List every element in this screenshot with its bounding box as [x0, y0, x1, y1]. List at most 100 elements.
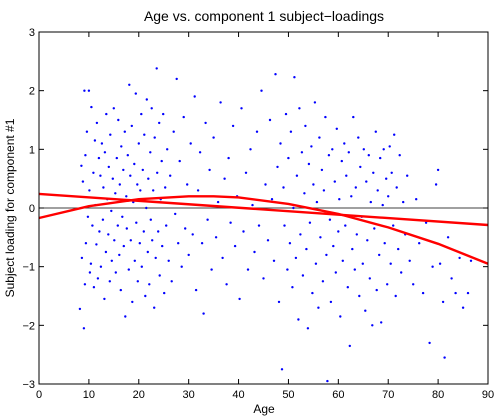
- data-point: [101, 218, 105, 221]
- data-point: [143, 133, 146, 136]
- data-point: [337, 230, 340, 233]
- data-point: [266, 239, 270, 242]
- data-point: [90, 105, 93, 109]
- y-tick-label: −3: [22, 379, 35, 391]
- data-point: [124, 315, 127, 318]
- data-point: [86, 215, 90, 218]
- data-point: [87, 89, 91, 92]
- data-point: [146, 250, 149, 254]
- data-point: [144, 294, 147, 298]
- data-point: [80, 256, 84, 260]
- x-tick-label: 50: [282, 389, 294, 401]
- data-point: [80, 164, 83, 167]
- data-point: [332, 244, 335, 248]
- data-point: [348, 344, 351, 348]
- data-point: [299, 233, 302, 236]
- data-point: [91, 224, 94, 227]
- data-point: [386, 283, 389, 286]
- y-tick-label: 3: [29, 27, 35, 39]
- data-point: [102, 186, 105, 189]
- data-point: [127, 268, 130, 271]
- data-point: [282, 186, 285, 189]
- data-point: [198, 151, 202, 154]
- data-point: [402, 200, 405, 204]
- data-point: [81, 180, 85, 183]
- data-point: [169, 174, 172, 177]
- data-point: [180, 265, 183, 268]
- data-point: [461, 306, 465, 309]
- data-point: [424, 221, 428, 224]
- data-point: [397, 247, 400, 251]
- data-point: [212, 136, 215, 139]
- data-point: [110, 259, 114, 262]
- data-point: [158, 121, 161, 125]
- data-point: [110, 209, 113, 213]
- data-point: [438, 262, 442, 265]
- data-point: [355, 233, 358, 236]
- data-point: [109, 133, 112, 136]
- data-point: [135, 221, 138, 224]
- data-point: [82, 327, 86, 330]
- data-point: [107, 233, 110, 236]
- data-point: [431, 265, 434, 268]
- data-point: [305, 247, 308, 251]
- data-point: [107, 165, 111, 169]
- data-point: [335, 127, 338, 130]
- data-point: [284, 112, 288, 116]
- data-point: [325, 253, 328, 257]
- y-tick-label: 0: [29, 203, 35, 215]
- data-point: [308, 221, 312, 224]
- data-point: [446, 236, 450, 239]
- data-point: [371, 324, 374, 327]
- data-point: [84, 242, 88, 245]
- data-point: [283, 224, 286, 227]
- data-point: [225, 283, 228, 286]
- data-point: [307, 162, 311, 166]
- data-point: [115, 156, 119, 160]
- data-point: [303, 192, 306, 195]
- data-point: [324, 115, 327, 119]
- x-tick-label: 70: [382, 389, 394, 401]
- data-point: [157, 230, 160, 233]
- data-point: [255, 130, 259, 133]
- data-point: [393, 133, 396, 136]
- data-point: [170, 280, 173, 283]
- data-point: [125, 227, 128, 230]
- data-point: [383, 242, 386, 245]
- data-point: [400, 271, 403, 274]
- data-point: [223, 177, 226, 180]
- data-point: [240, 107, 243, 110]
- data-point: [373, 227, 376, 230]
- data-point: [408, 259, 411, 262]
- data-point: [321, 280, 325, 283]
- data-point: [347, 151, 350, 154]
- data-point: [381, 203, 384, 207]
- data-point: [387, 195, 390, 198]
- data-point: [270, 198, 274, 201]
- data-point: [145, 98, 148, 101]
- data-point: [276, 165, 279, 169]
- data-point: [137, 142, 140, 145]
- data-point: [155, 67, 158, 70]
- data-point: [379, 156, 382, 160]
- data-point: [139, 189, 142, 192]
- data-point: [142, 230, 145, 233]
- data-point: [186, 183, 189, 186]
- data-point: [166, 148, 169, 151]
- data-point: [131, 300, 134, 304]
- data-point: [129, 174, 132, 177]
- data-point: [114, 192, 117, 195]
- data-point: [156, 171, 159, 174]
- data-point: [227, 156, 230, 160]
- data-point: [92, 286, 96, 289]
- data-point: [352, 115, 355, 119]
- data-point: [93, 139, 97, 142]
- data-point: [333, 180, 336, 183]
- data-point: [193, 95, 196, 98]
- data-point: [202, 312, 205, 315]
- data-point: [125, 195, 128, 198]
- data-point: [178, 159, 181, 163]
- data-point: [184, 227, 187, 230]
- data-point: [105, 112, 108, 116]
